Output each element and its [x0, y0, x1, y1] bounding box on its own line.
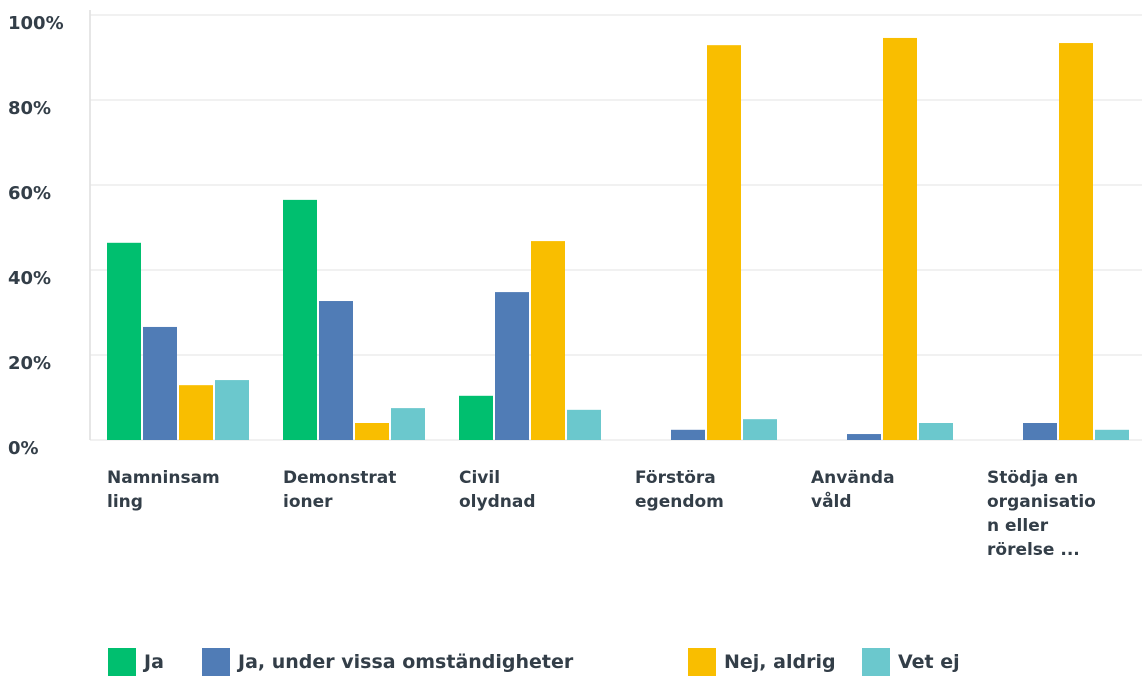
- legend-swatch: [108, 648, 136, 676]
- x-tick-label: Förstöra egendom: [635, 468, 724, 512]
- legend-label: Nej, aldrig: [724, 651, 836, 673]
- bar: [355, 423, 389, 440]
- y-tick-label: 100%: [8, 13, 64, 34]
- y-tick-label: 20%: [8, 353, 52, 374]
- bar: [319, 301, 353, 440]
- bar: [283, 199, 317, 440]
- bar: [179, 385, 213, 440]
- bar: [1023, 423, 1057, 440]
- bar: [743, 419, 777, 440]
- bar: [1059, 43, 1093, 441]
- bar: [495, 292, 529, 440]
- bar: [459, 395, 493, 440]
- legend-item: Vet ej: [862, 648, 960, 676]
- bar: [919, 423, 953, 440]
- bar: [215, 380, 249, 440]
- legend-swatch: [688, 648, 716, 676]
- legend-label: Ja: [144, 651, 164, 673]
- x-tick-label: Civil olydnad: [459, 468, 536, 512]
- bar: [671, 429, 705, 440]
- legend-item: Ja: [108, 648, 164, 676]
- bar: [883, 37, 917, 440]
- bar: [391, 408, 425, 440]
- legend-swatch: [202, 648, 230, 676]
- bar: [107, 242, 141, 440]
- y-tick-label: 60%: [8, 183, 52, 204]
- bar: [567, 409, 601, 440]
- y-tick-label: 80%: [8, 98, 52, 119]
- legend-item: Ja, under vissa omständigheter: [202, 648, 573, 676]
- bar: [707, 45, 741, 441]
- y-tick-label: 0%: [8, 438, 39, 459]
- x-tick-label: Använda våld: [811, 468, 895, 512]
- legend-swatch: [862, 648, 890, 676]
- bar: [143, 326, 177, 440]
- y-tick-label: 40%: [8, 268, 52, 289]
- x-tick-label: Namninsamling: [107, 468, 220, 512]
- legend-label: Ja, under vissa omständigheter: [238, 651, 574, 673]
- x-tick-label: Demonstrationer: [283, 468, 397, 512]
- bar: [1095, 429, 1129, 440]
- bar: [847, 434, 881, 440]
- bar: [531, 241, 565, 440]
- legend-item: Nej, aldrig: [688, 648, 836, 676]
- legend-label: Vet ej: [898, 651, 960, 673]
- x-tick-label: Stödja en organisation eller rörelse ...: [987, 468, 1096, 560]
